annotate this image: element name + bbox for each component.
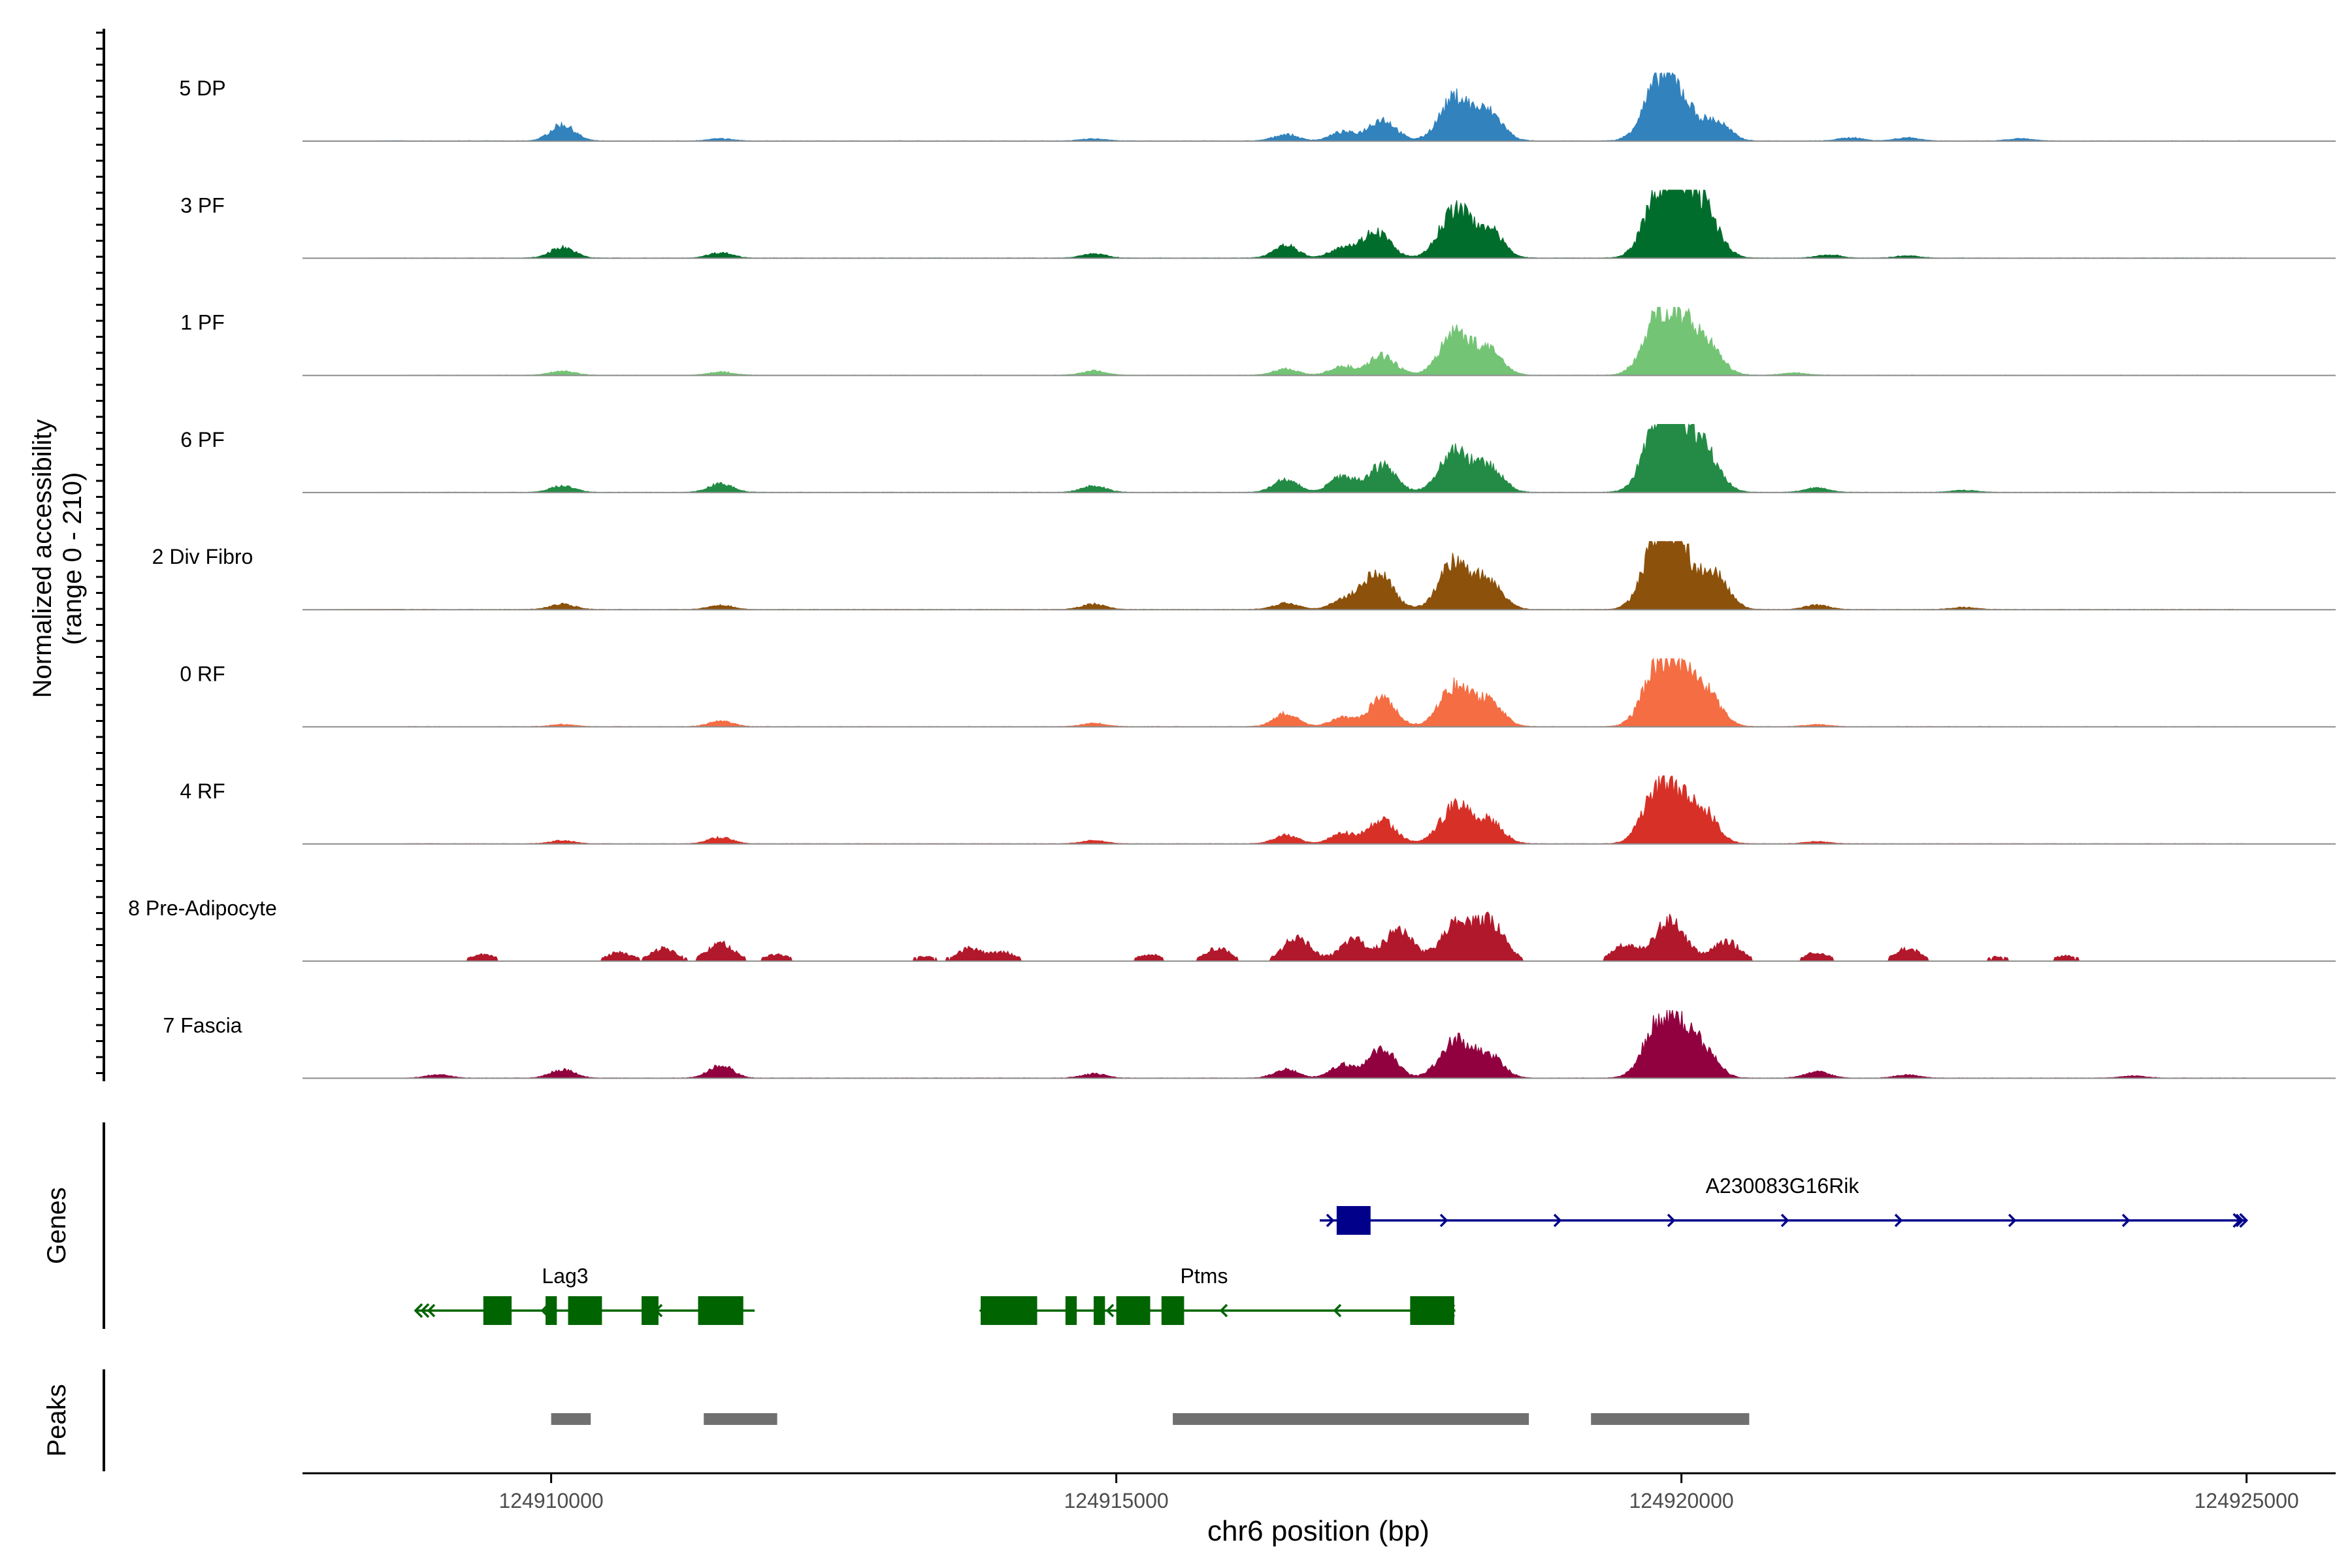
gene-exon [483, 1296, 512, 1325]
gene-a230083g16rik: A230083G16Rik [1320, 1174, 2249, 1235]
strand-arrow-icon [427, 1303, 436, 1318]
peak-region [1591, 1413, 1750, 1425]
strand-arrow-icon [1219, 1303, 1228, 1318]
track-3-pf: 3 PF [180, 189, 2336, 259]
strand-arrow-icon [2235, 1213, 2244, 1228]
strand-arrow-icon [2008, 1213, 2017, 1228]
track-label-5-dp: 5 DP [179, 76, 225, 100]
y-axis-label-line1: Normalized accessibility [28, 419, 57, 698]
peak-regions [551, 1413, 1750, 1425]
strand-arrow-icon [1439, 1213, 1448, 1228]
gene-exon [1065, 1296, 1077, 1325]
gene-exon [1410, 1296, 1454, 1325]
track-label-2-div-fibro: 2 Div Fibro [152, 545, 253, 568]
coverage-area-3-pf [302, 189, 2247, 259]
track-label-1-pf: 1 PF [180, 311, 225, 335]
gene-exon [698, 1296, 743, 1325]
strand-arrow-icon [1553, 1213, 1562, 1228]
genes-panel-label: Genes [42, 1187, 71, 1264]
track-7-fascia: 7 Fascia [163, 1009, 2336, 1079]
track-label-8-pre-adipocyte: 8 Pre-Adipocyte [128, 896, 277, 920]
gene-exon [1161, 1296, 1184, 1325]
gene-annotations: A230083G16Rik Lag3 Ptms [414, 1174, 2249, 1325]
coverage-area-0-rf [302, 657, 2248, 728]
coverage-area-6-pf [302, 423, 2247, 493]
track-0-rf: 0 RF [180, 657, 2336, 728]
track-5-dp: 5 DP [179, 72, 2336, 142]
strand-arrow-icon [1105, 1303, 1115, 1318]
track-label-4-rf: 4 RF [180, 779, 225, 803]
gene-label-a230083g16rik: A230083G16Rik [1706, 1174, 1860, 1198]
strand-arrow-icon [1894, 1213, 1903, 1228]
coverage-area-7-fascia [302, 1009, 2248, 1079]
x-axis-ticks: 124910000 124915000 124920000 124925000 [499, 1473, 2299, 1512]
gene-ptms: Ptms [979, 1264, 1456, 1325]
gene-exon [981, 1296, 1037, 1325]
track-2-div-fibro: 2 Div Fibro [152, 541, 2336, 611]
gene-exon [1336, 1206, 1371, 1235]
track-label-0-rf: 0 RF [180, 662, 225, 686]
track-4-rf: 4 RF [180, 775, 2336, 845]
strand-arrow-icon [420, 1303, 430, 1318]
gene-exon [568, 1296, 602, 1325]
x-tick-label: 124925000 [2195, 1489, 2299, 1512]
track-label-6-pf: 6 PF [180, 428, 225, 451]
strand-arrow-icon [1326, 1213, 1335, 1228]
track-1-pf: 1 PF [180, 306, 2336, 376]
peaks-panel-label: Peaks [42, 1384, 71, 1456]
peak-region [704, 1413, 777, 1425]
gene-exon [546, 1296, 557, 1325]
peak-region [551, 1413, 591, 1425]
x-tick-label: 124910000 [499, 1489, 604, 1512]
gene-exon [1094, 1296, 1105, 1325]
gene-exon [642, 1296, 659, 1325]
strand-arrow-icon [414, 1303, 423, 1318]
strand-arrow-icon [2232, 1213, 2242, 1228]
strand-arrow-icon [1333, 1303, 1342, 1318]
gene-lag3: Lag3 [414, 1264, 755, 1325]
gene-label-ptms: Ptms [1181, 1264, 1228, 1288]
coverage-area-2-div-fibro [302, 541, 2248, 610]
track-label-3-pf: 3 PF [180, 193, 225, 217]
coverage-area-5-dp [302, 72, 2248, 142]
x-tick-label: 124915000 [1064, 1489, 1169, 1512]
coverage-area-8-pre-adipocyte [302, 911, 2247, 962]
y-axis-label-line2: (range 0 - 210) [58, 472, 87, 645]
strand-arrow-icon [1780, 1213, 1789, 1228]
peak-region [1173, 1413, 1529, 1425]
coverage-tracks: 5 DP 3 PF 1 PF 6 PF 2 Div Fibro 0 RF 4 RF 8 Pre… [128, 72, 2336, 1079]
coverage-y-axis [96, 29, 105, 1081]
x-axis-label: chr6 position (bp) [1207, 1515, 1429, 1547]
gene-exon [1116, 1296, 1151, 1325]
coverage-area-4-rf [302, 775, 2247, 845]
track-8-pre-adipocyte: 8 Pre-Adipocyte [128, 896, 2336, 962]
x-tick-label: 124920000 [1629, 1489, 1734, 1512]
strand-arrow-icon [1667, 1213, 1676, 1228]
strand-arrow-icon [2121, 1213, 2131, 1228]
track-6-pf: 6 PF [180, 423, 2336, 493]
gene-label-lag3: Lag3 [542, 1264, 588, 1288]
track-label-7-fascia: 7 Fascia [163, 1013, 242, 1037]
coverage-area-1-pf [302, 306, 2247, 376]
strand-arrow-icon [2239, 1213, 2249, 1228]
